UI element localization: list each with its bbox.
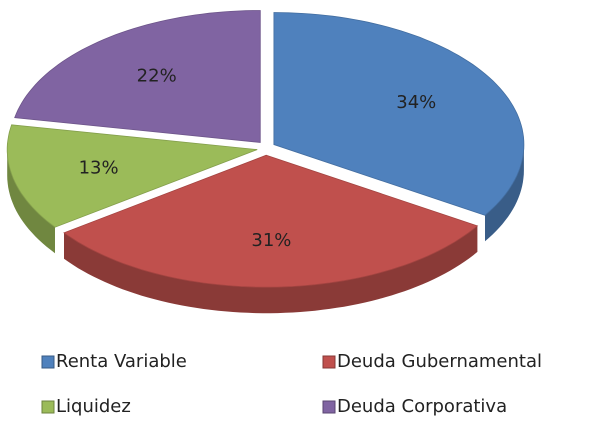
legend-swatch bbox=[322, 400, 336, 414]
value-label: 22% bbox=[137, 65, 177, 86]
legend-label: Renta Variable bbox=[56, 351, 187, 372]
slice-side bbox=[7, 149, 55, 254]
value-label: 13% bbox=[79, 157, 119, 178]
slice-side bbox=[64, 225, 478, 314]
value-label: 31% bbox=[251, 230, 291, 251]
legend-label: Liquidez bbox=[56, 396, 131, 417]
legend-label: Deuda Gubernamental bbox=[337, 351, 542, 372]
slice bbox=[14, 10, 261, 143]
slice bbox=[6, 124, 258, 228]
value-label: 34% bbox=[396, 92, 436, 113]
legend-label: Deuda Corporativa bbox=[337, 396, 507, 417]
slice bbox=[63, 154, 479, 288]
slice-side bbox=[485, 144, 524, 242]
legend-swatch bbox=[41, 355, 55, 369]
legend-swatch bbox=[41, 400, 55, 414]
slice bbox=[273, 12, 525, 216]
legend-swatch bbox=[322, 355, 336, 369]
